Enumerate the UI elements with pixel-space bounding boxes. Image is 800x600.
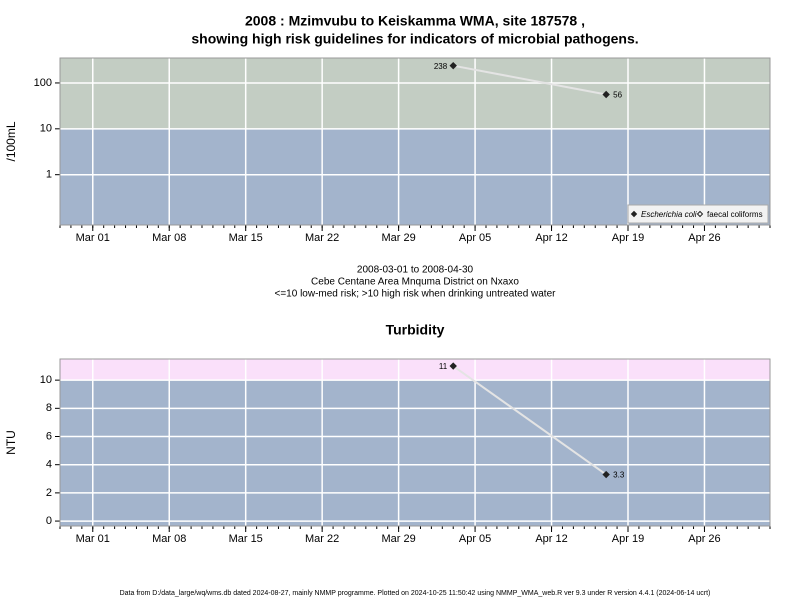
y-tick-label: 4 bbox=[46, 459, 52, 471]
x-tick-label: Apr 05 bbox=[459, 533, 491, 545]
y-axis-label: /100mL bbox=[4, 121, 18, 161]
x-tick-label: Mar 22 bbox=[305, 533, 339, 545]
chart-title: showing high risk guidelines for indicat… bbox=[191, 31, 638, 47]
band-above bbox=[60, 58, 770, 129]
x-tick-label: Mar 29 bbox=[381, 533, 415, 545]
caption: 2008-03-01 to 2008-04-30 bbox=[357, 265, 474, 276]
data-label: 56 bbox=[613, 91, 622, 100]
legend-label: Escherichia coli bbox=[641, 210, 697, 219]
y-tick-label: 10 bbox=[40, 374, 52, 386]
point bbox=[602, 470, 610, 479]
legend-label: faecal coliforms bbox=[707, 210, 763, 219]
x-tick-label: Mar 15 bbox=[229, 232, 263, 244]
x-tick-label: Mar 22 bbox=[305, 232, 339, 244]
point bbox=[449, 362, 457, 370]
legend-marker bbox=[696, 210, 704, 218]
plot-frame bbox=[59, 57, 771, 226]
caption: Cebe Centane Area Mnquma District on Nxa… bbox=[311, 277, 519, 288]
data-label: 3.3 bbox=[613, 471, 625, 480]
x-tick-label: Apr 05 bbox=[459, 232, 491, 244]
footer: Data from D:/data_large/wq/wms.db dated … bbox=[120, 590, 711, 597]
x-tick-label: Apr 19 bbox=[612, 232, 644, 244]
x-tick-label: Mar 29 bbox=[381, 232, 415, 244]
x-tick-label: Apr 19 bbox=[612, 533, 644, 545]
series-line bbox=[453, 64, 607, 96]
y-axis-label: NTU bbox=[4, 430, 18, 455]
y-tick-label: 0 bbox=[46, 515, 52, 527]
caption: <=10 low-med risk; >10 high risk when dr… bbox=[275, 289, 557, 300]
legend: Escherichia coli faecal coliforms bbox=[627, 204, 769, 224]
y-tick-label: 100 bbox=[34, 77, 52, 89]
point bbox=[602, 90, 610, 99]
point bbox=[449, 61, 457, 70]
band-below bbox=[60, 380, 770, 526]
y-tick-label: 2 bbox=[46, 487, 52, 499]
x-tick-label: Mar 01 bbox=[76, 232, 110, 244]
legend-marker bbox=[630, 210, 638, 218]
chart-title: Turbidity bbox=[386, 322, 445, 338]
data-label: 238 bbox=[434, 62, 448, 71]
x-tick-label: Mar 15 bbox=[229, 533, 263, 545]
x-tick-label: Mar 08 bbox=[152, 232, 186, 244]
x-tick-label: Mar 01 bbox=[76, 533, 110, 545]
x-tick-label: Apr 12 bbox=[535, 533, 567, 545]
data-label: 11 bbox=[439, 362, 448, 371]
y-tick-label: 10 bbox=[40, 123, 52, 135]
series-line bbox=[452, 365, 607, 476]
x-tick-label: Apr 26 bbox=[688, 533, 720, 545]
y-tick-label: 1 bbox=[46, 169, 52, 181]
plot-frame bbox=[59, 358, 771, 527]
y-tick-label: 6 bbox=[46, 430, 52, 442]
x-tick-label: Apr 26 bbox=[688, 232, 720, 244]
y-tick-label: 8 bbox=[46, 402, 52, 414]
band-above bbox=[60, 359, 770, 381]
x-tick-label: Apr 12 bbox=[535, 232, 567, 244]
x-tick-label: Mar 08 bbox=[152, 533, 186, 545]
chart-title: 2008 : Mzimvubu to Keiskamma WMA, site 1… bbox=[245, 13, 585, 29]
